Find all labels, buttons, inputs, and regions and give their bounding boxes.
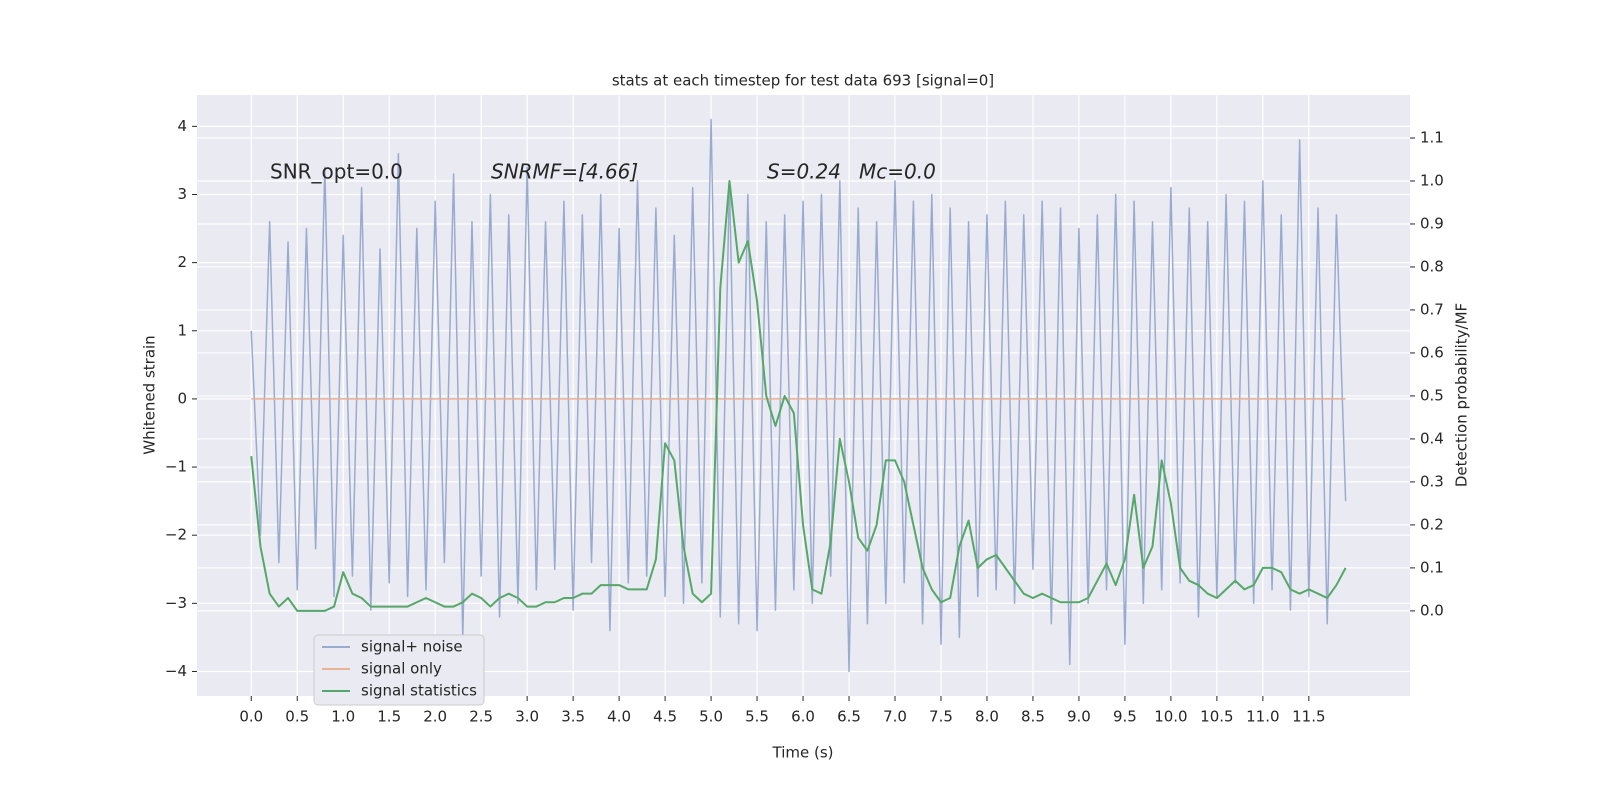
x-tick-label: 2.5: [469, 708, 493, 726]
legend-label: signal only: [361, 660, 442, 678]
y2-tick-label: 0.8: [1420, 257, 1444, 275]
chart-title: stats at each timestep for test data 693…: [612, 72, 994, 90]
x-tick-label: 5.5: [745, 708, 769, 726]
y-tick-label: −3: [165, 594, 187, 612]
y-tick-label: 4: [177, 117, 187, 135]
y2-tick-label: 0.2: [1420, 515, 1444, 533]
x-tick-label: 8.5: [1021, 708, 1045, 726]
x-tick-label: 11.5: [1292, 708, 1325, 726]
y-tick-label: 3: [177, 185, 187, 203]
y-tick-label: 1: [177, 321, 187, 339]
x-tick-label: 10.5: [1200, 708, 1233, 726]
x-tick-label: 10.0: [1154, 708, 1187, 726]
x-axis-label: Time (s): [772, 744, 834, 762]
x-tick-label: 9.0: [1067, 708, 1091, 726]
x-tick-label: 6.5: [837, 708, 861, 726]
legend-label: signal+ noise: [361, 638, 463, 656]
x-tick-label: 4.0: [607, 708, 631, 726]
x-tick-label: 3.0: [515, 708, 539, 726]
y-axis-label: Whitened strain: [141, 335, 159, 454]
y2-tick-label: 0.4: [1420, 429, 1444, 447]
y2-tick-label: 0.0: [1420, 601, 1444, 619]
x-tick-label: 4.5: [653, 708, 677, 726]
series-line: [250, 179, 1347, 612]
y-tick-label: 0: [177, 389, 187, 407]
y-tick-label: −1: [165, 458, 187, 476]
series-line: [250, 118, 1347, 673]
x-tick-label: 2.0: [423, 708, 447, 726]
y2-tick-label: 1.1: [1420, 128, 1444, 146]
annotation: S=0.24: [767, 160, 841, 184]
y2-tick-label: 1.0: [1420, 171, 1444, 189]
x-tick-label: 7.0: [883, 708, 907, 726]
y2-tick-label: 0.5: [1420, 386, 1444, 404]
legend-label: signal statistics: [361, 682, 477, 700]
y2-tick-label: 0.6: [1420, 343, 1444, 361]
y2-tick-label: 0.3: [1420, 472, 1444, 490]
x-tick-label: 0.5: [285, 708, 309, 726]
y-tick-label: 2: [177, 253, 187, 271]
x-tick-label: 9.5: [1113, 708, 1137, 726]
legend: signal+ noise signal only signal statistic…: [313, 634, 485, 706]
y2-tick-label: 0.9: [1420, 214, 1444, 232]
y2-tick-label: 0.1: [1420, 558, 1444, 576]
annotation: SNR_opt=0.0: [270, 160, 403, 184]
annotation: SNRMF=[4.66]: [491, 160, 638, 184]
x-tick-label: 5.0: [699, 708, 723, 726]
x-tick-label: 6.0: [791, 708, 815, 726]
annotation: Mc=0.0: [859, 160, 936, 184]
x-tick-label: 8.0: [975, 708, 999, 726]
x-tick-label: 1.0: [331, 708, 355, 726]
x-tick-label: 3.5: [561, 708, 585, 726]
x-tick-label: 1.5: [377, 708, 401, 726]
y2-axis-label: Detection probability/MF: [1453, 303, 1471, 487]
x-tick-label: 0.0: [239, 708, 263, 726]
y2-tick-label: 0.7: [1420, 300, 1444, 318]
y-tick-label: −4: [165, 662, 187, 680]
x-tick-label: 7.5: [929, 708, 953, 726]
legend-box: [313, 634, 485, 706]
y-tick-label: −2: [165, 526, 187, 544]
x-tick-label: 11.0: [1246, 708, 1279, 726]
